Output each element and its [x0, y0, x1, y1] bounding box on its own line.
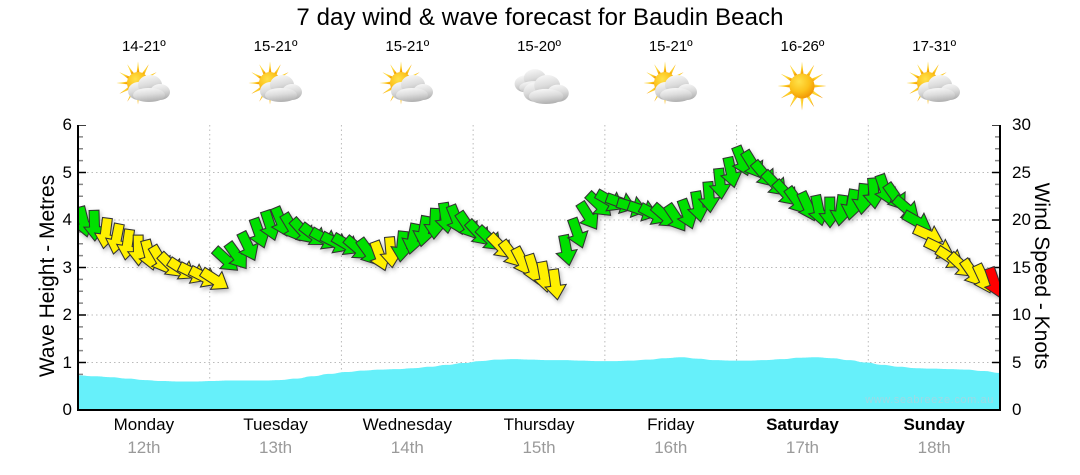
- right-tick-label: 0: [1012, 400, 1022, 419]
- right-tick-label: 5: [1012, 352, 1022, 372]
- right-tick-label: 25: [1012, 162, 1031, 182]
- left-axis-line: [77, 125, 79, 411]
- day-header-monday: 14-21º: [78, 38, 210, 124]
- day-header-sunday: 17-31º: [868, 38, 1000, 124]
- day-temperature-range: 15-20º: [517, 38, 561, 55]
- day-name-label: Sunday: [903, 415, 965, 434]
- day-footer-wednesday: Wednesday 14th: [341, 414, 473, 460]
- left-tick-label: 2: [62, 305, 72, 324]
- day-date-label: 13th: [259, 438, 293, 457]
- day-name-label: Saturday: [766, 415, 839, 434]
- right-tick-label: 30: [1012, 115, 1031, 134]
- day-name-label: Tuesday: [243, 415, 308, 434]
- day-date-label: 15th: [522, 438, 556, 457]
- day-header-tuesday: 15-21º: [210, 38, 342, 124]
- day-footer-monday: Monday 12th: [78, 414, 210, 460]
- day-footer-sunday: Sunday 18th: [868, 414, 1000, 460]
- left-tick-label: 3: [62, 257, 72, 277]
- right-axis-line: [999, 125, 1001, 411]
- sun-icon: [770, 60, 834, 112]
- bottom-axis-line: [77, 409, 1001, 411]
- day-name-label: Thursday: [503, 415, 575, 434]
- sun-behind-cloud-icon: [639, 60, 703, 112]
- day-temperature-range: 15-21º: [385, 38, 430, 55]
- sun-behind-cloud-icon: [375, 60, 439, 112]
- day-temperature-range: 15-21º: [253, 38, 298, 55]
- day-footer-friday: Friday 16th: [605, 414, 737, 460]
- sun-behind-cloud-icon: [244, 60, 308, 112]
- left-tick-label: 5: [62, 162, 72, 182]
- day-footer-tuesday: Tuesday 13th: [210, 414, 342, 460]
- day-date-label: 18th: [917, 438, 951, 457]
- day-date-label: 16th: [654, 438, 688, 457]
- left-tick-label: 1: [62, 352, 72, 372]
- day-name-label: Wednesday: [362, 415, 453, 434]
- day-date-label: 14th: [390, 438, 424, 457]
- sun-behind-cloud-icon: [112, 60, 176, 112]
- left-tick-label: 0: [62, 400, 72, 419]
- day-temperature-range: 15-21º: [648, 38, 693, 55]
- cloudy-icon: [507, 60, 571, 112]
- right-tick-label: 20: [1012, 210, 1031, 229]
- right-tick-label: 15: [1012, 257, 1031, 277]
- day-name-label: Friday: [647, 415, 695, 434]
- day-temperature-range: 17-31º: [912, 38, 957, 55]
- day-header-thursday: 15-20º: [473, 38, 605, 124]
- day-header-strip: 14-21º 15-21º 15-21º 15-20º 15-21º 16-26º 17-3…: [78, 38, 1000, 124]
- plot-svg: [78, 125, 1000, 411]
- day-footer-saturday: Saturday 17th: [737, 414, 869, 460]
- day-date-label: 12th: [127, 438, 161, 457]
- page-title: 7 day wind & wave forecast for Baudin Be…: [296, 4, 784, 31]
- day-footer-strip: Monday 12th Tuesday 13th Wednesday 14th Thursd…: [78, 414, 1000, 460]
- left-tick-label: 4: [62, 210, 72, 229]
- right-tick-label: 10: [1012, 305, 1031, 324]
- left-tick-label: 6: [62, 115, 72, 134]
- day-header-wednesday: 15-21º: [341, 38, 473, 124]
- sun-behind-cloud-icon: [902, 60, 966, 112]
- day-footer-thursday: Thursday 15th: [473, 414, 605, 460]
- day-name-label: Monday: [113, 415, 175, 434]
- day-temperature-range: 14-21º: [121, 38, 166, 55]
- day-date-label: 17th: [785, 438, 819, 457]
- day-header-friday: 15-21º: [605, 38, 737, 124]
- day-header-saturday: 16-26º: [737, 38, 869, 124]
- day-temperature-range: 16-26º: [780, 38, 825, 55]
